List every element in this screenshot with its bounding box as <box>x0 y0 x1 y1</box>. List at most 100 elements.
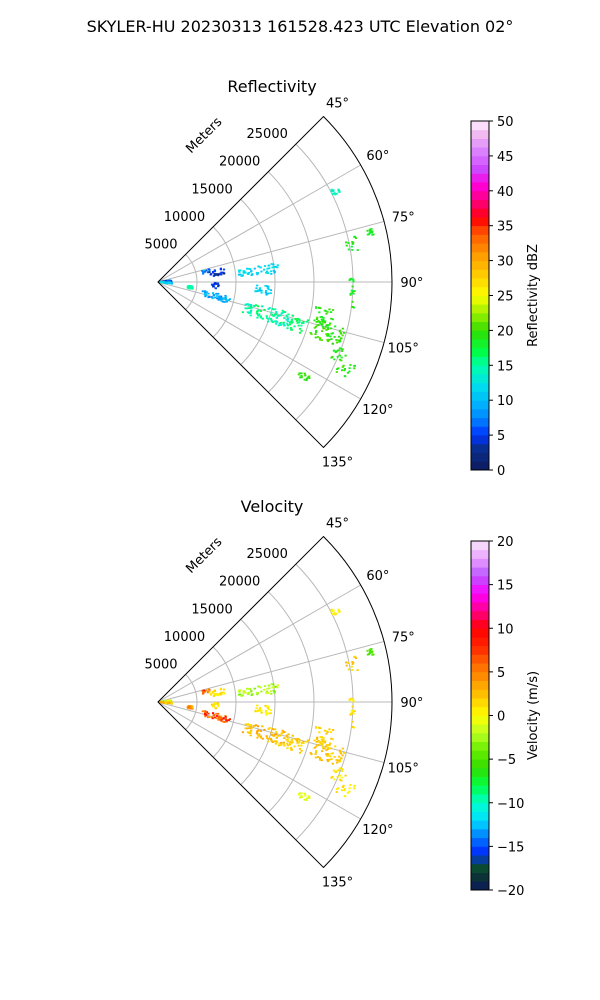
radar-gate <box>286 742 289 745</box>
radar-gate <box>314 753 317 755</box>
radar-gate <box>330 317 333 320</box>
range-tick-label: 15000 <box>191 602 232 617</box>
radar-gate <box>287 313 290 316</box>
radar-gate <box>352 292 355 295</box>
colorbar-segment <box>471 435 489 445</box>
radar-gate <box>318 321 321 324</box>
colorbar-segment <box>471 698 489 708</box>
radar-gate <box>248 724 251 726</box>
radar-gate <box>366 649 369 652</box>
radar-gate <box>315 321 318 323</box>
radar-gate <box>353 785 356 787</box>
radar-gate <box>327 744 330 746</box>
radar-gate <box>260 289 263 292</box>
radar-gate <box>338 347 341 350</box>
azimuth-tick-label: 120° <box>362 403 393 418</box>
radar-gate <box>309 751 312 754</box>
radar-gate <box>301 742 304 744</box>
radar-gate <box>302 742 305 744</box>
radar-gate <box>352 700 355 703</box>
radar-gate <box>247 693 250 695</box>
radar-gate <box>227 719 230 721</box>
radar-gate <box>208 716 211 718</box>
radar-gate <box>329 327 333 330</box>
radar-gate <box>253 267 256 270</box>
radar-gate <box>326 754 329 757</box>
radar-gate <box>261 725 264 728</box>
colorbar-segment <box>471 304 489 314</box>
azimuth-tick-label: 105° <box>388 342 419 357</box>
radar-gate <box>351 698 354 701</box>
radar-gate <box>297 324 300 327</box>
radar-gate <box>241 731 244 734</box>
radar-gate <box>278 742 281 745</box>
radar-gate <box>219 688 222 691</box>
radar-gate <box>310 753 313 756</box>
radar-gate <box>329 742 332 745</box>
velocity-colorbar: −20 −15 −10 −5 0 5 10 15 20 Velocity (m/s) <box>470 535 541 899</box>
radar-gate <box>343 332 346 334</box>
radar-gate <box>268 687 271 690</box>
radar-gate <box>321 750 324 752</box>
radar-gate <box>255 312 258 315</box>
radar-gate <box>238 271 241 273</box>
radar-gate <box>318 306 321 309</box>
radar-gate <box>331 342 334 345</box>
radar-gate <box>205 689 208 692</box>
radar-gate <box>331 762 334 765</box>
radar-gate <box>343 369 346 372</box>
radar-gate <box>208 271 211 273</box>
radar-gate <box>323 741 326 744</box>
radar-gate <box>202 270 205 273</box>
azimuth-tick-label: 45° <box>326 516 349 531</box>
radar-gate <box>162 281 165 284</box>
radar-gate <box>261 317 264 320</box>
radar-gate <box>260 711 263 714</box>
radar-gate <box>290 327 293 329</box>
radar-gate <box>300 329 303 332</box>
radar-gate <box>164 280 167 282</box>
colorbar-segment <box>471 706 489 716</box>
radar-gate <box>271 728 274 731</box>
radar-gate <box>340 757 343 760</box>
radar-gate <box>204 710 207 712</box>
radar-gate <box>284 311 287 313</box>
radar-gate <box>257 309 260 312</box>
azimuth-gridline <box>157 584 361 703</box>
radar-gate <box>220 719 223 722</box>
radar-gate <box>337 787 340 790</box>
radar-gate <box>204 290 207 292</box>
radar-gate <box>275 311 278 313</box>
radar-gate <box>316 316 319 319</box>
radar-gate <box>314 336 317 339</box>
radar-gate <box>333 358 336 361</box>
radar-gate <box>325 312 328 315</box>
radar-gate <box>255 287 258 290</box>
colorbar-segment <box>471 872 489 882</box>
azimuth-tick-label: 105° <box>388 762 419 777</box>
radar-gate <box>266 692 269 695</box>
reflectivity-panel: Reflectivity 45°60°75°90°105°120°135°500… <box>144 77 541 479</box>
radar-gate <box>333 349 336 352</box>
radar-gate <box>257 265 260 268</box>
radar-gate <box>286 744 289 747</box>
radar-gate <box>285 738 288 741</box>
radar-gate <box>296 322 299 324</box>
radar-gate <box>202 272 205 275</box>
radar-gate <box>246 267 249 270</box>
radar-gate <box>338 749 342 752</box>
radar-gate <box>253 305 256 307</box>
colorbar-segment <box>471 312 489 323</box>
radar-gate <box>265 290 268 292</box>
colorbar-segment <box>471 619 489 629</box>
colorbar-segment <box>471 173 489 183</box>
radar-gate <box>305 377 308 380</box>
radar-gate <box>213 690 217 692</box>
radar-gate <box>345 241 348 244</box>
radar-gate <box>341 350 344 352</box>
radar-gate <box>259 736 263 739</box>
colorbar-segment <box>471 715 489 725</box>
radar-gate <box>242 690 245 692</box>
radar-gate <box>218 715 221 718</box>
radar-gate <box>314 325 318 328</box>
